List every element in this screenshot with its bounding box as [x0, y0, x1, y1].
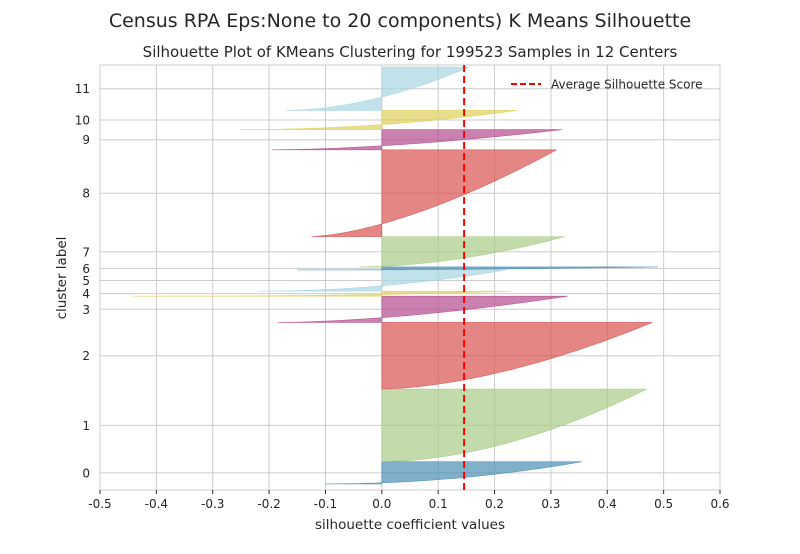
x-tick-label: -0.4 — [145, 497, 168, 511]
x-tick-label: -0.2 — [257, 497, 280, 511]
x-tick-label: -0.3 — [201, 497, 224, 511]
x-tick-label: 0.3 — [541, 497, 560, 511]
cluster-0-silhouette — [325, 461, 582, 485]
cluster-8-silhouette — [311, 149, 557, 237]
x-tick-label: 0.6 — [710, 497, 729, 511]
y-tick-label: 0 — [82, 466, 90, 480]
x-tick-label: -0.5 — [88, 497, 111, 511]
y-tick-label: 4 — [82, 287, 90, 301]
cluster-7-silhouette — [359, 236, 566, 268]
chart-title: Silhouette Plot of KMeans Clustering for… — [143, 43, 678, 61]
cluster-4-silhouette — [133, 290, 512, 297]
y-tick-label: 8 — [82, 187, 90, 201]
x-tick-labels: -0.5 -0.4 -0.3 -0.2 -0.1 0.0 0.1 0.2 0.3 0.4 0.5 0.… — [88, 490, 730, 511]
chart-suptitle: Census RPA Eps:None to 20 components) K … — [109, 10, 691, 32]
y-tick-label: 10 — [75, 114, 90, 128]
x-tick-label: 0.4 — [598, 497, 617, 511]
y-tick-label: 5 — [82, 274, 90, 288]
y-tick-labels: 0 1 2 3 456 7 8 9 10 11 — [75, 82, 90, 480]
y-tick-label: 2 — [82, 349, 90, 363]
y-axis-label: cluster label — [54, 237, 70, 320]
cluster-2-silhouette — [381, 322, 653, 390]
y-tick-label: 6 — [82, 262, 90, 276]
cluster-layer — [133, 66, 659, 485]
cluster-3-silhouette — [277, 295, 568, 323]
y-tick-label: 7 — [82, 245, 90, 259]
cluster-1-silhouette — [381, 388, 647, 463]
x-tick-label: 0.5 — [654, 497, 673, 511]
cluster-11-silhouette — [285, 66, 470, 111]
legend-label: Average Silhouette Score — [551, 78, 703, 92]
legend: Average Silhouette Score — [511, 78, 703, 92]
y-tick-label: 3 — [82, 303, 90, 317]
x-axis-label: silhouette coefficient values — [315, 517, 505, 533]
cluster-6-silhouette — [297, 266, 659, 271]
cluster-5-silhouette — [257, 269, 506, 292]
cluster-10-silhouette — [240, 110, 518, 130]
y-tick-label: 1 — [82, 419, 90, 433]
y-tick-label: 11 — [75, 82, 90, 96]
x-tick-label: 0.1 — [429, 497, 448, 511]
x-tick-label: 0.2 — [485, 497, 504, 511]
cluster-9-silhouette — [271, 129, 563, 151]
x-tick-label: -0.1 — [314, 497, 337, 511]
x-tick-label: 0.0 — [372, 497, 391, 511]
y-tick-label: 9 — [82, 133, 90, 147]
